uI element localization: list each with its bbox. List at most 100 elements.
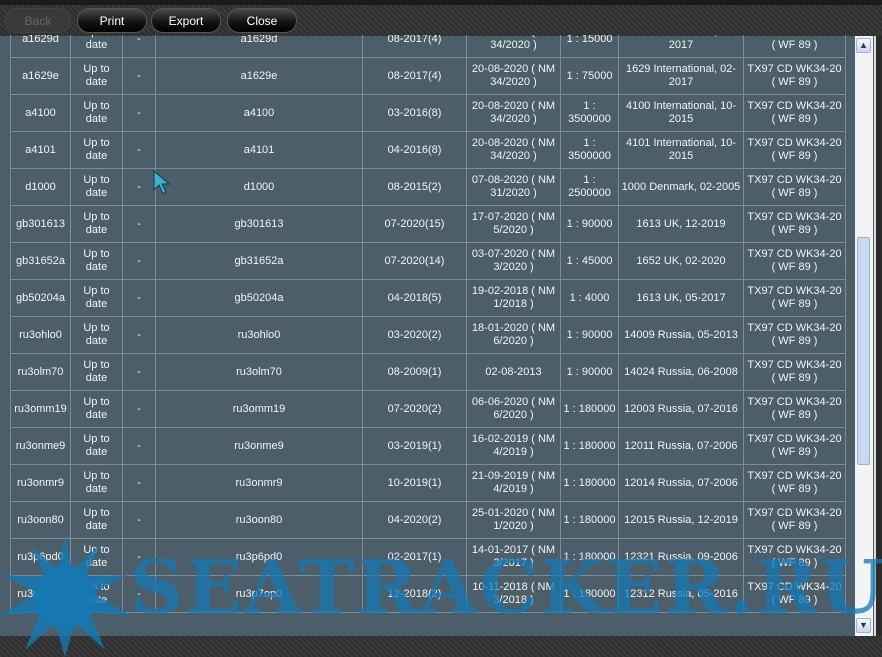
table-row[interactable]: gb31652a Up to date - gb31652a 07-2020(14) 03…	[10, 242, 846, 280]
cell-source: TX97 CD WK34-20 ( WF 89 )	[743, 575, 846, 613]
cell-chart-name: ru3omm19	[155, 390, 363, 428]
cell-edition-date: 03-2020(2)	[362, 316, 467, 354]
table-row[interactable]: gb50204a Up to date - gb50204a 04-2018(5) 19-…	[10, 279, 846, 317]
cell-edition: -	[122, 57, 156, 95]
cell-chart-id: ru3onmr9	[10, 464, 71, 502]
scroll-down-icon[interactable]: ▼	[856, 618, 871, 633]
cell-chart-id: ru3ohlo0	[10, 316, 71, 354]
cell-correction-date: 18-01-2020 ( NM 6/2020 )	[466, 316, 561, 354]
cell-edition: -	[122, 205, 156, 243]
cell-paper-chart: 1652 UK, 02-2020	[618, 242, 744, 280]
cell-correction-date: 17-07-2020 ( NM 5/2020 )	[466, 205, 561, 243]
cell-scale: 1 : 15000	[560, 35, 619, 58]
cell-edition-date: 07-2020(15)	[362, 205, 467, 243]
cell-scale: 1 : 90000	[560, 353, 619, 391]
cell-edition-date: 08-2009(1)	[362, 353, 467, 391]
cell-scale: 1 : 180000	[560, 464, 619, 502]
cell-paper-chart: 12011 Russia, 07-2006	[618, 427, 744, 465]
cell-correction-date: 20-08-2020 ( NM 34/2020 )	[466, 94, 561, 132]
close-button[interactable]: Close	[227, 8, 297, 33]
cell-paper-chart: 4100 International, 10-2015	[618, 94, 744, 132]
table-row[interactable]: a1629dUp to date-a1629d08-2017(4)20-08-2…	[10, 35, 846, 58]
table-row[interactable]: a1629e Up to date - a1629e 08-2017(4) 20-08-2…	[10, 57, 846, 95]
cell-edition-date: 03-2019(1)	[362, 427, 467, 465]
cell-source: TX97 CD WK34-20 ( WF 89 )	[743, 538, 846, 576]
table-row[interactable]: ru3p6pd0 Up to date - ru3p6pd0 02-2017(1) 14-…	[10, 538, 846, 576]
table-row[interactable]: a4101 Up to date - a4101 04-2016(8) 20-08-202…	[10, 131, 846, 169]
cell-edition: -	[122, 131, 156, 169]
table-row[interactable]: ru3p7op0 Up to date - ru3p7op0 12-2018(2) 10-…	[10, 575, 846, 613]
cell-scale: 1 : 3500000	[560, 131, 619, 169]
cell-correction-date: 10-11-2018 ( NM 3/2018 )	[466, 575, 561, 613]
status-bar	[0, 636, 882, 657]
cell-correction-date: 20-08-2020 ( NM 34/2020 )	[466, 131, 561, 169]
scrollbar-thumb[interactable]	[857, 237, 870, 465]
cell-chart-id: ru3p7op0	[10, 575, 71, 613]
cell-paper-chart: 12321 Russia, 09-2006	[618, 538, 744, 576]
cell-chart-id: ru3p6pd0	[10, 538, 71, 576]
cell-correction-date: 07-08-2020 ( NM 31/2020 )	[466, 168, 561, 206]
cell-correction-date: 25-01-2020 ( NM 1/2020 )	[466, 501, 561, 539]
vertical-scrollbar[interactable]: ▲ ▼	[855, 36, 873, 636]
cell-edition: -	[122, 242, 156, 280]
cell-source: TX97 CD WK34-20 ( WF 89 )	[743, 464, 846, 502]
back-button[interactable]: Back	[5, 8, 71, 33]
cell-paper-chart: 12015 Russia, 12-2019	[618, 501, 744, 539]
cell-edition-date: 08-2015(2)	[362, 168, 467, 206]
cell-chart-name: ru3onme9	[155, 427, 363, 465]
cell-source: TX97 CD WK34-20 ( WF 89 )	[743, 427, 846, 465]
print-button[interactable]: Print	[77, 8, 147, 33]
cell-correction-date: 16-02-2019 ( NM 4/2019 )	[466, 427, 561, 465]
scroll-up-icon[interactable]: ▲	[856, 38, 871, 53]
cell-status: Up to date	[70, 168, 123, 206]
cell-correction-date: 20-08-2020 ( NM 34/2020 )	[466, 35, 561, 58]
cell-correction-date: 03-07-2020 ( NM 3/2020 )	[466, 242, 561, 280]
cell-chart-id: ru3onme9	[10, 427, 71, 465]
table-row[interactable]: d1000 Up to date - d1000 08-2015(2) 07-08-202…	[10, 168, 846, 206]
cell-source: TX97 CD WK34-20 ( WF 89 )	[743, 94, 846, 132]
cell-status: Up to date	[70, 57, 123, 95]
table-row[interactable]: ru3omm19 Up to date - ru3omm19 07-2020(2) 06-…	[10, 390, 846, 428]
cell-status: Up to date	[70, 390, 123, 428]
cell-chart-id: ru3oon80	[10, 501, 71, 539]
cell-chart-name: d1000	[155, 168, 363, 206]
table-row[interactable]: ru3olm70 Up to date - ru3olm70 08-2009(1) 02-…	[10, 353, 846, 391]
export-button[interactable]: Export	[151, 8, 221, 33]
cell-status: Up to date	[70, 538, 123, 576]
cell-paper-chart: 1613 UK, 05-2017	[618, 279, 744, 317]
table-row[interactable]: ru3onmr9 Up to date - ru3onmr9 10-2019(1) 21-…	[10, 464, 846, 502]
cell-scale: 1 : 4000	[560, 279, 619, 317]
cell-chart-name: gb50204a	[155, 279, 363, 317]
cell-source: TX97 CD WK34-20 ( WF 89 )	[743, 205, 846, 243]
cell-source: TX97 CD WK34-20 ( WF 89 )	[743, 242, 846, 280]
cell-paper-chart: 1613 UK, 12-2019	[618, 205, 744, 243]
report-panel: a1629dUp to date-a1629d08-2017(4)20-08-2…	[0, 35, 876, 636]
table-row[interactable]: ru3onme9 Up to date - ru3onme9 03-2019(1) 16-…	[10, 427, 846, 465]
cell-edition-date: 07-2020(2)	[362, 390, 467, 428]
cell-source: TX97 CD WK34-20 ( WF 89 )	[743, 57, 846, 95]
cell-chart-name: a1629d	[155, 35, 363, 58]
cell-chart-name: a4100	[155, 94, 363, 132]
cell-scale: 1 : 75000	[560, 57, 619, 95]
cell-paper-chart: 12014 Russia, 07-2006	[618, 464, 744, 502]
table-row[interactable]: gb301613 Up to date - gb301613 07-2020(15) 17…	[10, 205, 846, 243]
table-row[interactable]: ru3oon80 Up to date - ru3oon80 04-2020(2) 25-…	[10, 501, 846, 539]
cell-source: TX97 CD WK34-20 ( WF 89 )	[743, 168, 846, 206]
cell-chart-name: gb301613	[155, 205, 363, 243]
cell-correction-date: 21-09-2019 ( NM 4/2019 )	[466, 464, 561, 502]
cell-source: TX97 CD WK34-20 ( WF 89 )	[743, 316, 846, 354]
cell-edition-date: 10-2019(1)	[362, 464, 467, 502]
cell-source: TX97 CD WK34-20 ( WF 89 )	[743, 501, 846, 539]
cell-chart-name: a4101	[155, 131, 363, 169]
cell-status: Up to date	[70, 94, 123, 132]
cell-scale: 1 : 180000	[560, 390, 619, 428]
cell-scale: 1 : 180000	[560, 575, 619, 613]
table-row[interactable]: a4100 Up to date - a4100 03-2016(8) 20-08-202…	[10, 94, 846, 132]
cell-edition-date: 04-2016(8)	[362, 131, 467, 169]
cell-scale: 1 : 180000	[560, 427, 619, 465]
cell-source: TX97 CD WK34-20 ( WF 89 )	[743, 353, 846, 391]
cell-chart-name: a1629e	[155, 57, 363, 95]
cell-correction-date: 02-08-2013	[466, 353, 561, 391]
table-row[interactable]: ru3ohlo0 Up to date - ru3ohlo0 03-2020(2) 18-…	[10, 316, 846, 354]
cell-status: Up to date	[70, 427, 123, 465]
